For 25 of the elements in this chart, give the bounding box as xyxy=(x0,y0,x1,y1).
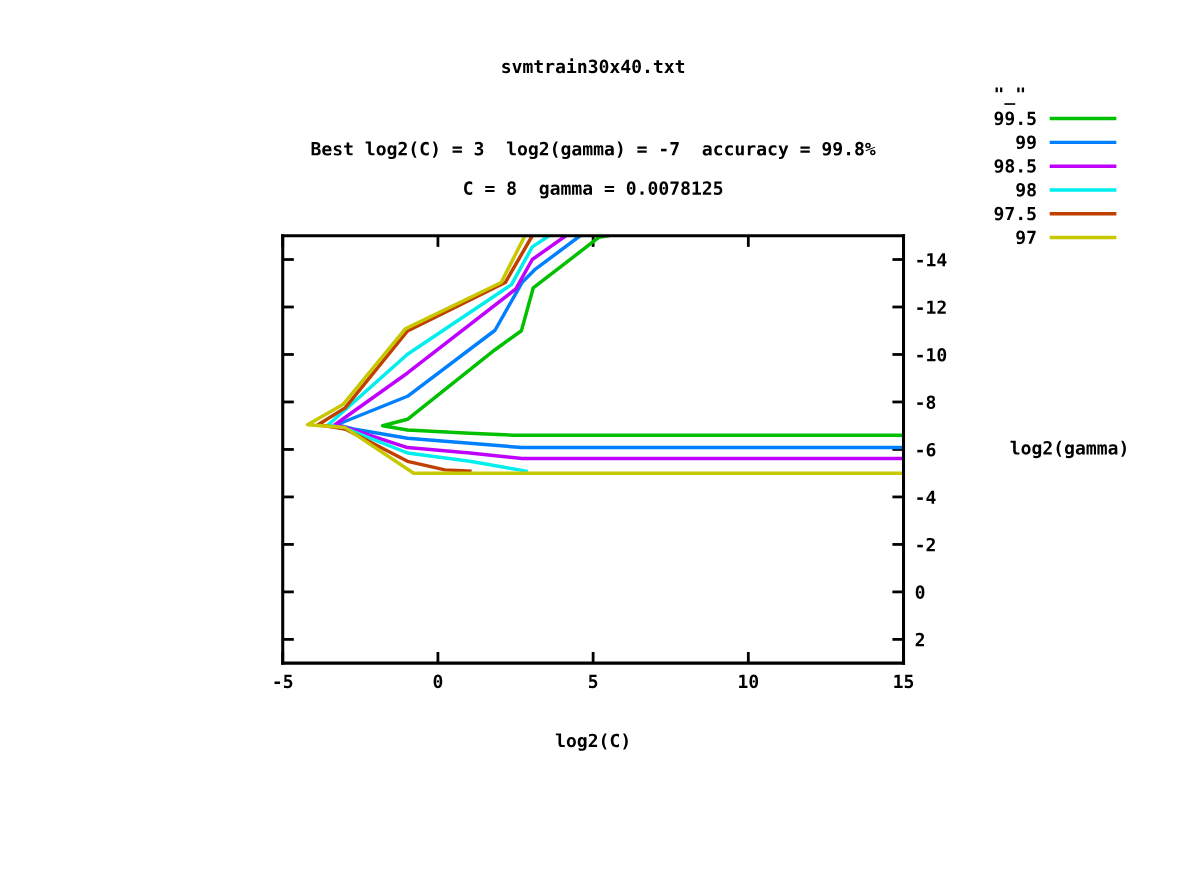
y-tick-label: -14 xyxy=(917,253,947,267)
x-axis-title: log2(C) xyxy=(555,733,628,751)
legend-label: 98.5 xyxy=(994,159,1036,173)
legend-label: 98 xyxy=(1016,182,1036,197)
y-tick-label: -12 xyxy=(917,300,946,314)
chart-title: svmtrain30x40.txt xyxy=(502,58,685,74)
y-tick-label: -2 xyxy=(917,537,935,552)
legend-title: "_" xyxy=(995,87,1025,105)
legend-label: 99 xyxy=(1016,135,1036,150)
y-tick-label: -10 xyxy=(917,347,947,362)
legend-label: 97 xyxy=(1016,230,1036,245)
y-axis-title: log2(gamma) xyxy=(1010,440,1126,459)
y-tick-label: -6 xyxy=(917,442,936,457)
x-tick-label: -5 xyxy=(274,674,293,689)
y-tick-label: 0 xyxy=(915,585,925,600)
y-tick-label: -4 xyxy=(917,490,936,504)
text: Best log2(C) = 3 log2(gamma) = -7 accuracy = 99.8% C = 8 gamma = 0.0078125 xyxy=(311,141,876,199)
legend-label: 99.5 xyxy=(994,111,1036,126)
legend-label: 97.5 xyxy=(994,206,1036,221)
y-tick-label: 2 xyxy=(915,632,925,647)
x-tick-label: 0 xyxy=(433,674,443,689)
x-tick-label: 5 xyxy=(588,674,598,689)
x-tick-label: 15 xyxy=(894,674,914,689)
x-tick-label: 10 xyxy=(739,674,759,689)
y-tick-label: -8 xyxy=(917,395,936,410)
